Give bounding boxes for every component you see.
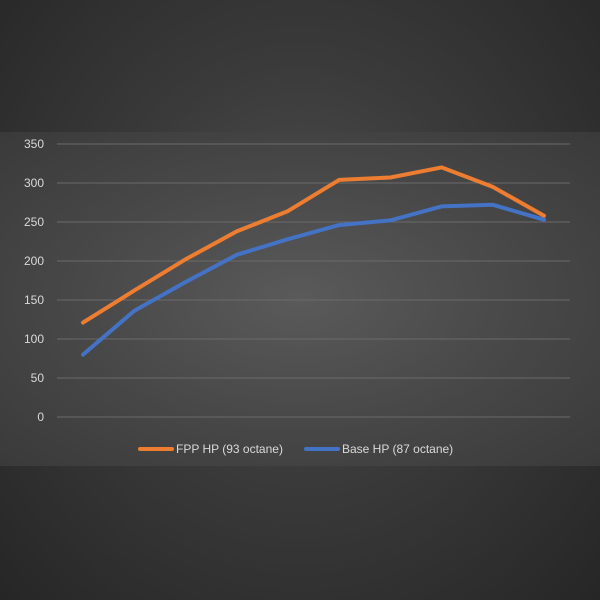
legend: FPP HP (93 octane) Base HP (87 octane) [138, 442, 453, 456]
legend-label-2: Base HP (87 octane) [342, 442, 453, 456]
y-tick-label-0: 0 [37, 410, 44, 424]
y-tick-label-300: 300 [24, 176, 44, 190]
y-tick-label-250: 250 [24, 215, 44, 229]
legend-label-1: FPP HP (93 octane) [176, 442, 283, 456]
series-lines [81, 165, 546, 357]
series-line-1 [81, 165, 546, 325]
y-tick-label-150: 150 [24, 293, 44, 307]
y-tick-label-50: 50 [31, 371, 45, 385]
series-line-2 [81, 202, 546, 357]
chart-panel [0, 132, 600, 466]
y-axis: 0 50 100 150 200 250 300 350 [24, 137, 44, 424]
y-tick-label-100: 100 [24, 332, 44, 346]
y-tick-label-350: 350 [24, 137, 44, 151]
y-tick-label-200: 200 [24, 254, 44, 268]
